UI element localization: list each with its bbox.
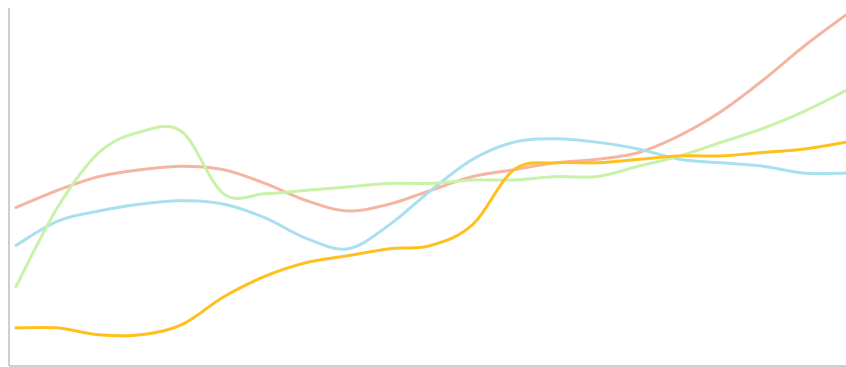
series-layer <box>14 13 846 338</box>
series-line-1 <box>14 13 846 213</box>
series-line-2 <box>14 137 846 251</box>
axes <box>8 8 846 367</box>
series-line-4 <box>14 140 846 338</box>
series-line-3 <box>14 89 846 289</box>
